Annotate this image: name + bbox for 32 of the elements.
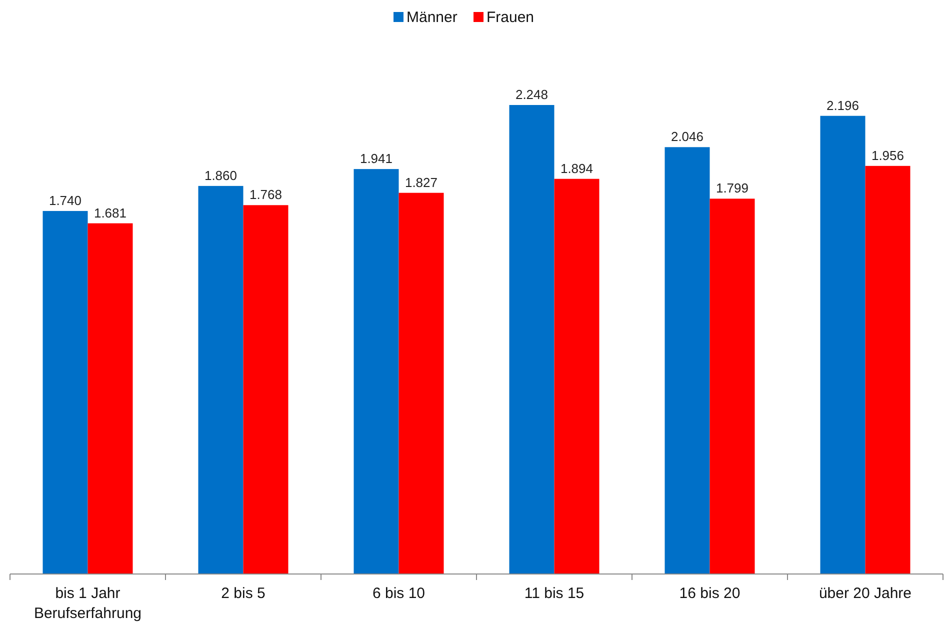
data-label: 1.681 [94, 205, 127, 220]
bar [354, 169, 399, 574]
data-label: 1.827 [404, 174, 438, 190]
legend-label: Männer [406, 9, 458, 26]
data-label: 2.046 [670, 129, 704, 144]
bar [198, 186, 244, 574]
bar [88, 223, 133, 574]
data-label: 1.860 [204, 168, 238, 183]
data-label: 1.956 [871, 148, 904, 163]
bar [42, 210, 88, 574]
bar [710, 198, 755, 574]
x-tick-label: bis 1 Jahr Berufserfahrung [34, 585, 142, 622]
x-tick-label: 6 bis 10 [372, 585, 426, 602]
x-tick-label: 2 bis 5 [221, 585, 266, 602]
bar [820, 116, 866, 574]
bar [509, 105, 554, 574]
bar [865, 166, 910, 574]
data-label: 1.768 [249, 187, 282, 202]
legend-label: Frauen [486, 9, 534, 26]
bar [243, 205, 288, 574]
data-label: 2.196 [826, 98, 860, 113]
data-label: 1.799 [716, 180, 749, 196]
data-label: 2.248 [515, 87, 548, 102]
x-tick-label: über 20 Jahre [818, 585, 912, 602]
bar [398, 192, 444, 574]
bar [554, 178, 600, 574]
x-tick-label: 16 bis 20 [679, 585, 740, 602]
x-tick-label: 11 bis 15 [524, 585, 584, 602]
data-label: 1.740 [48, 192, 82, 208]
bar [664, 147, 710, 574]
data-label: 1.894 [560, 160, 594, 176]
data-label: 1.941 [360, 151, 393, 166]
